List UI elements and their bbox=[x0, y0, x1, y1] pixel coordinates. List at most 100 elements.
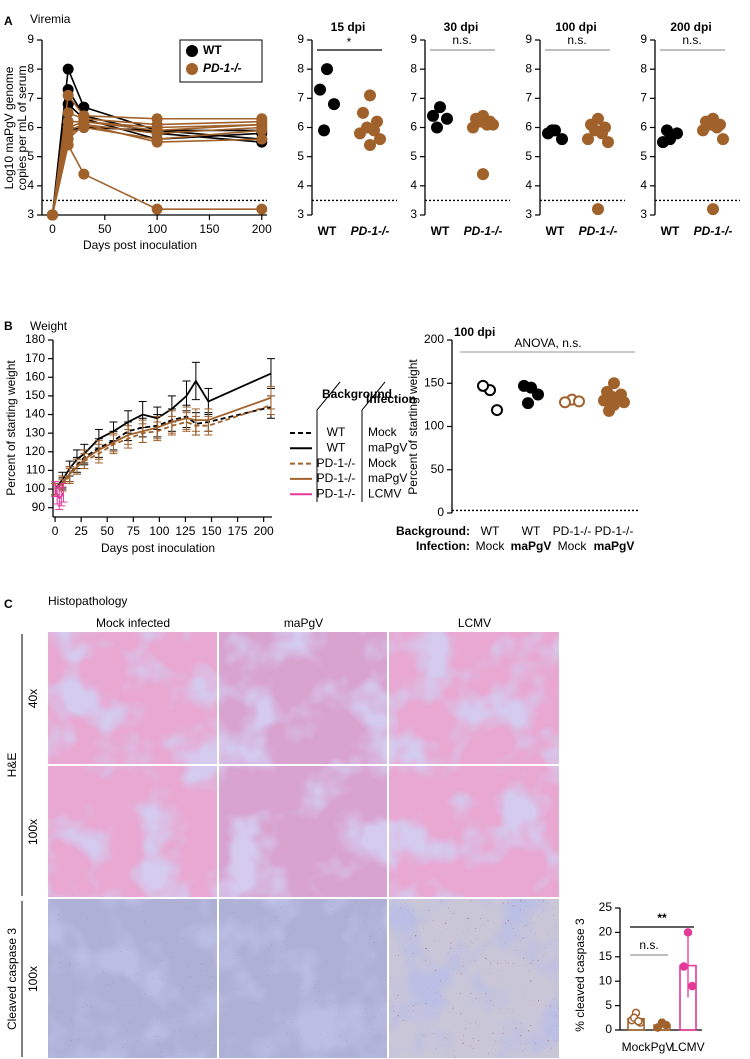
y-tick-label: 5 bbox=[525, 149, 532, 163]
data-point bbox=[592, 203, 604, 216]
y-tick-label: 7 bbox=[525, 91, 532, 105]
magnification-label: 100x bbox=[26, 966, 40, 992]
category-infection: maPgV bbox=[594, 539, 635, 553]
data-point bbox=[318, 124, 330, 137]
y-tick-label: 150 bbox=[25, 388, 45, 402]
data-point bbox=[477, 379, 489, 392]
legend-label: WT bbox=[203, 43, 222, 57]
data-point bbox=[634, 1016, 643, 1026]
x-tick-label: WT bbox=[546, 224, 565, 238]
chart-title: 100 dpi bbox=[454, 325, 495, 339]
panel-label: A bbox=[4, 14, 13, 28]
data-point bbox=[434, 101, 446, 114]
x-tick-label: 0 bbox=[49, 222, 56, 236]
legend-marker bbox=[186, 45, 198, 57]
comparison-label: ANOVA, n.s. bbox=[514, 336, 581, 350]
y-tick-label: 100 bbox=[424, 419, 444, 433]
x-tick-label: 200 bbox=[252, 222, 272, 236]
x-tick-label: WT bbox=[318, 224, 337, 238]
y-tick-label: 8 bbox=[410, 61, 417, 75]
y-tick-label: 4 bbox=[640, 178, 647, 192]
y-tick-label: 0 bbox=[605, 1022, 612, 1036]
y-tick-label: 9 bbox=[410, 32, 417, 46]
y-tick-label: 9 bbox=[27, 32, 34, 46]
data-point bbox=[328, 98, 340, 111]
y-tick-label: 90 bbox=[32, 500, 46, 514]
legend-infection: maPgV bbox=[368, 471, 407, 485]
data-point bbox=[151, 203, 163, 215]
category-infection: Mock bbox=[558, 539, 588, 553]
data-point bbox=[559, 396, 571, 409]
data-point bbox=[602, 136, 614, 149]
row-label: Background: bbox=[396, 524, 470, 538]
y-tick-label: 20 bbox=[599, 925, 613, 939]
x-tick-label: PD-1-/- bbox=[464, 224, 503, 238]
data-point bbox=[697, 124, 709, 137]
histology-image bbox=[219, 899, 387, 1058]
y-tick-label: 9 bbox=[640, 32, 647, 46]
data-point bbox=[256, 124, 268, 136]
y-tick-label: 6 bbox=[297, 120, 304, 134]
y-tick-label: 130 bbox=[25, 425, 45, 439]
y-tick-label: 7 bbox=[410, 91, 417, 105]
legend-background: PD-1-/- bbox=[317, 471, 356, 485]
data-point bbox=[487, 118, 499, 131]
x-tick-label: PD-1-/- bbox=[579, 224, 618, 238]
data-point bbox=[603, 404, 615, 417]
comparison-label: n.s. bbox=[639, 938, 658, 952]
chart-title: 30 dpi bbox=[444, 20, 479, 34]
data-point bbox=[427, 109, 439, 122]
legend-header: Infection bbox=[366, 392, 416, 406]
data-point bbox=[256, 133, 268, 145]
data-point bbox=[321, 63, 333, 76]
data-point bbox=[556, 133, 568, 146]
x-tick-label: WT bbox=[661, 224, 680, 238]
y-axis-label: Percent of starting weight bbox=[4, 360, 18, 496]
legend-background: WT bbox=[327, 425, 346, 439]
legend-background: PD-1-/- bbox=[317, 456, 356, 470]
histology-image bbox=[219, 632, 387, 764]
data-point bbox=[477, 168, 489, 181]
data-point bbox=[683, 928, 693, 937]
data-point bbox=[431, 121, 443, 134]
y-tick-label: 200 bbox=[424, 332, 444, 346]
y-tick-label: 100 bbox=[25, 481, 45, 495]
x-axis-label: Days post inoculation bbox=[83, 238, 197, 252]
histology-image bbox=[389, 899, 559, 1058]
row-label: Infection: bbox=[416, 539, 470, 553]
y-tick-label: 4 bbox=[297, 178, 304, 192]
y-tick-label: 4 bbox=[525, 178, 532, 192]
data-point bbox=[661, 124, 673, 137]
category-background: PD-1-/- bbox=[595, 524, 634, 538]
y-tick-label: 10 bbox=[599, 973, 613, 987]
y-tick-label: 25 bbox=[599, 900, 613, 914]
histology-image bbox=[219, 766, 387, 897]
histology-image bbox=[48, 766, 217, 897]
y-tick-label: 150 bbox=[424, 375, 444, 389]
image-texture bbox=[219, 632, 387, 764]
panel-label: B bbox=[4, 319, 13, 333]
y-tick-label: 7 bbox=[640, 91, 647, 105]
chart-title: 100 dpi bbox=[555, 20, 596, 34]
y-tick-label: 5 bbox=[605, 998, 612, 1012]
y-tick-label: 8 bbox=[640, 61, 647, 75]
data-point bbox=[62, 63, 74, 75]
comparison-label: n.s. bbox=[682, 33, 701, 47]
stain-label: H&E bbox=[5, 753, 19, 778]
x-tick-label: 150 bbox=[199, 222, 219, 236]
x-tick-label: PgV bbox=[651, 1040, 674, 1054]
y-tick-label: 3 bbox=[525, 207, 532, 221]
x-tick-label: 75 bbox=[127, 524, 141, 538]
legend-infection: maPgV bbox=[368, 440, 407, 454]
data-point bbox=[62, 139, 74, 151]
y-tick-label: 5 bbox=[27, 149, 34, 163]
legend-infection: Mock bbox=[368, 456, 398, 470]
data-point bbox=[441, 112, 453, 125]
data-point bbox=[357, 106, 369, 119]
y-tick-label: 50 bbox=[431, 462, 445, 476]
data-point bbox=[78, 168, 90, 180]
y-tick-label: 120 bbox=[25, 444, 45, 458]
data-point bbox=[151, 136, 163, 148]
x-axis-label: Days post inoculation bbox=[101, 541, 215, 555]
